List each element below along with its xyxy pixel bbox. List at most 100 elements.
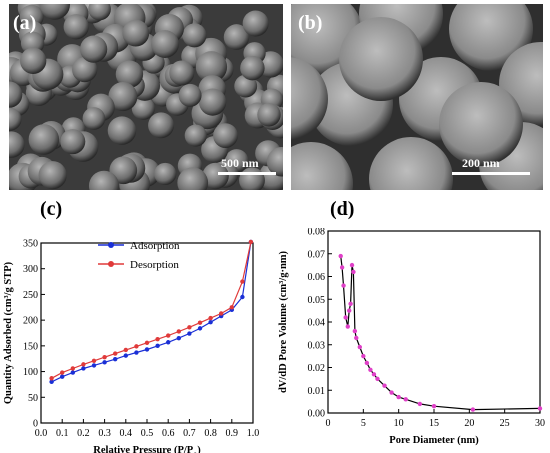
data-point xyxy=(240,279,245,284)
y-axis-label: Quantity Adsorbed (cm³/g STP) xyxy=(3,261,14,404)
sem-particle-a xyxy=(223,24,250,50)
data-point xyxy=(187,325,192,330)
data-point xyxy=(113,351,118,356)
sem-particle-a xyxy=(213,123,238,149)
data-point xyxy=(166,340,171,345)
sem-particle-a xyxy=(9,107,22,131)
data-point xyxy=(197,320,203,325)
data-point xyxy=(348,301,353,306)
sem-particle-a xyxy=(9,81,23,108)
x-tick-label: 0.7 xyxy=(183,428,196,439)
sem-particle-a xyxy=(195,51,228,83)
sem-image-b xyxy=(291,4,543,190)
data-point xyxy=(166,333,171,338)
panel-label-c: (c) xyxy=(40,198,63,220)
data-point xyxy=(371,372,377,377)
panel-label-d: (d) xyxy=(330,198,355,220)
data-point xyxy=(81,366,86,371)
sem-particle-a xyxy=(242,10,269,37)
sem-particle-a xyxy=(72,56,98,83)
scalebar-label-b: 200 nm xyxy=(462,156,500,170)
y-tick-label: 0.02 xyxy=(308,363,326,374)
y-tick-label: 0.08 xyxy=(308,228,326,238)
data-point xyxy=(70,366,76,371)
x-tick-label: 0.6 xyxy=(162,428,175,439)
data-point xyxy=(102,360,107,365)
y-tick-label: 100 xyxy=(23,367,38,378)
legend-label: Adsorption xyxy=(130,240,180,252)
sem-particle-a xyxy=(184,124,207,147)
data-point xyxy=(364,360,370,366)
data-point xyxy=(368,367,373,372)
scalebar-line-b xyxy=(452,172,530,175)
y-axis-label: dV/dD Pore Volume (cm³/g·nm) xyxy=(278,250,289,393)
x-tick-label: 30 xyxy=(535,418,545,429)
sem-particle-a xyxy=(115,60,144,88)
data-point xyxy=(70,370,76,375)
x-tick-label: 0 xyxy=(326,418,331,429)
sem-particle-b xyxy=(291,57,328,141)
data-point xyxy=(91,363,97,368)
sem-particle-a xyxy=(88,170,120,190)
data-point xyxy=(134,350,139,355)
legend-swatch-marker xyxy=(108,242,114,248)
data-point xyxy=(144,340,150,345)
panel-label-a: (a) xyxy=(13,12,37,34)
data-point xyxy=(123,347,128,353)
data-point xyxy=(345,324,350,329)
y-tick-label: 0.05 xyxy=(308,295,326,306)
pore-size-chart: 0 5 10 15 20 25 30 0.00 0.01 0.02 0.03 0.04 0.05 0.06… xyxy=(278,228,545,446)
y-tick-label: 0.04 xyxy=(308,318,326,329)
x-tick-label: 25 xyxy=(500,418,510,429)
x-axis-label: Relative Pressure (P/P0) xyxy=(93,445,201,453)
data-point xyxy=(176,329,181,334)
data-point xyxy=(361,353,366,359)
x-tick-label: 0.8 xyxy=(204,428,217,439)
y-tick-label: 0.03 xyxy=(308,340,326,351)
isotherm-chart: 0.0 0.1 0.2 0.3 0.4 0.5 0.6 0.7 0.8 0.9 1.0 0 50 100 1… xyxy=(3,239,259,453)
data-point xyxy=(537,406,543,411)
sem-particle-a xyxy=(151,30,179,58)
y-tick-label: 0.01 xyxy=(308,386,326,397)
data-point xyxy=(219,311,224,316)
data-point xyxy=(403,397,408,402)
data-point xyxy=(354,335,359,341)
data-point xyxy=(343,315,348,320)
data-point xyxy=(123,353,128,358)
sem-particle-a xyxy=(198,88,227,116)
x-tick-label: 5 xyxy=(361,418,366,429)
sem-particle-a xyxy=(38,161,67,190)
data-point xyxy=(60,374,65,379)
series-line-0 xyxy=(340,255,541,411)
y-tick-label: 300 xyxy=(23,264,38,275)
data-point xyxy=(113,357,118,362)
x-tick-label: 0.3 xyxy=(98,428,111,439)
y-tick-label: 200 xyxy=(23,316,38,327)
data-point xyxy=(134,344,139,349)
data-point xyxy=(176,335,181,341)
data-point xyxy=(102,354,107,360)
sem-particle-a xyxy=(240,55,265,81)
data-point xyxy=(208,320,213,325)
x-tick-label: 0.0 xyxy=(35,428,48,439)
x-tick-label: 0.4 xyxy=(120,428,133,439)
sem-particle-a xyxy=(154,162,177,186)
x-tick-label: 10 xyxy=(394,418,404,429)
sem-particle-a xyxy=(107,116,137,145)
data-point xyxy=(81,362,86,367)
sem-particle-a xyxy=(131,96,155,120)
sem-particle-a xyxy=(88,4,111,21)
sem-particle-a xyxy=(122,19,150,47)
sem-image-a xyxy=(9,4,283,190)
sem-particle-a xyxy=(20,47,47,74)
data-point xyxy=(341,283,346,288)
sem-particle-b xyxy=(439,82,523,166)
sem-particle-a xyxy=(266,147,283,177)
sem-particle-a xyxy=(80,35,108,63)
data-point xyxy=(60,370,65,375)
data-point xyxy=(49,379,54,385)
scalebar-line-a xyxy=(218,172,276,175)
sem-particle-a xyxy=(60,129,86,155)
x-tick-label: 0.5 xyxy=(141,428,154,439)
data-point xyxy=(229,305,234,310)
